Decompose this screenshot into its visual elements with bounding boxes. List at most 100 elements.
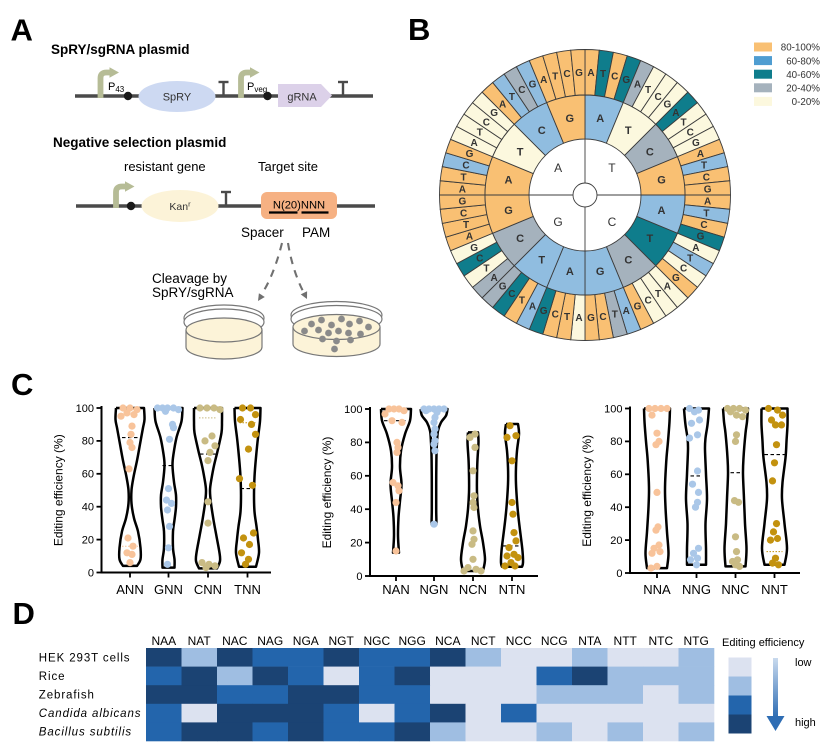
svg-text:GNN: GNN bbox=[154, 582, 183, 597]
svg-text:T: T bbox=[681, 117, 687, 128]
svg-text:G: G bbox=[692, 138, 700, 149]
svg-text:80-100%: 80-100% bbox=[781, 43, 821, 54]
svg-text:A: A bbox=[566, 266, 574, 278]
svg-text:NAT: NAT bbox=[188, 634, 212, 648]
svg-text:A: A bbox=[596, 113, 604, 125]
svg-text:T: T bbox=[564, 312, 570, 323]
svg-text:G: G bbox=[704, 184, 712, 195]
svg-text:Zebrafish: Zebrafish bbox=[39, 690, 95, 702]
svg-text:G: G bbox=[657, 175, 666, 187]
svg-text:T: T bbox=[477, 127, 483, 138]
svg-text:NGC: NGC bbox=[363, 634, 390, 648]
svg-text:C: C bbox=[552, 309, 559, 320]
svg-text:C: C bbox=[476, 254, 483, 265]
svg-text:40: 40 bbox=[610, 502, 622, 514]
svg-text:A: A bbox=[672, 108, 679, 119]
svg-text:80: 80 bbox=[350, 437, 362, 449]
svg-text:NNG: NNG bbox=[682, 582, 711, 597]
svg-text:20: 20 bbox=[82, 534, 94, 546]
svg-text:C: C bbox=[646, 146, 654, 158]
svg-text:NTC: NTC bbox=[648, 634, 673, 648]
svg-text:A: A bbox=[490, 273, 497, 284]
svg-text:G: G bbox=[466, 149, 474, 160]
svg-text:G: G bbox=[596, 266, 605, 278]
svg-text:100: 100 bbox=[76, 403, 94, 415]
svg-text:G: G bbox=[504, 205, 513, 217]
svg-text:0: 0 bbox=[356, 571, 362, 583]
svg-text:B: B bbox=[408, 12, 430, 47]
svg-text:A: A bbox=[658, 205, 666, 217]
svg-text:100: 100 bbox=[604, 403, 622, 415]
svg-text:G: G bbox=[566, 113, 575, 125]
svg-text:A: A bbox=[505, 175, 513, 187]
svg-text:NAA: NAA bbox=[151, 634, 176, 648]
svg-text:C: C bbox=[687, 127, 694, 138]
svg-text:A: A bbox=[11, 13, 33, 48]
svg-text:G: G bbox=[499, 281, 507, 292]
svg-text:NGT: NGT bbox=[329, 634, 355, 648]
svg-text:C: C bbox=[654, 92, 661, 103]
svg-text:T: T bbox=[687, 254, 693, 265]
svg-text:40: 40 bbox=[82, 502, 94, 514]
svg-text:20: 20 bbox=[610, 535, 622, 547]
svg-text:NAC: NAC bbox=[222, 634, 248, 648]
svg-text:NNC: NNC bbox=[721, 582, 749, 597]
svg-text:A: A bbox=[529, 301, 536, 312]
svg-text:Editing efficiency: Editing efficiency bbox=[722, 637, 805, 649]
svg-text:C: C bbox=[680, 264, 687, 275]
svg-text:T: T bbox=[608, 161, 616, 175]
svg-text:Spacer: Spacer bbox=[241, 225, 284, 240]
svg-text:A: A bbox=[540, 75, 547, 86]
svg-text:0-20%: 0-20% bbox=[792, 97, 821, 108]
svg-text:Cleavage by: Cleavage by bbox=[152, 271, 227, 286]
svg-text:Candida albicans: Candida albicans bbox=[39, 708, 142, 720]
svg-text:Kanr: Kanr bbox=[169, 200, 191, 214]
svg-text:A: A bbox=[587, 68, 594, 79]
svg-text:C: C bbox=[518, 85, 525, 96]
svg-text:A: A bbox=[623, 306, 630, 317]
svg-text:T: T bbox=[538, 255, 545, 267]
svg-text:60: 60 bbox=[82, 469, 94, 481]
svg-text:80: 80 bbox=[610, 436, 622, 448]
svg-text:100: 100 bbox=[344, 404, 362, 416]
svg-text:NCC: NCC bbox=[506, 634, 532, 648]
svg-text:T: T bbox=[701, 161, 707, 172]
svg-text:SpRY/sgRNA plasmid: SpRY/sgRNA plasmid bbox=[51, 42, 190, 57]
svg-text:0: 0 bbox=[88, 567, 94, 579]
svg-text:C: C bbox=[462, 161, 469, 172]
svg-text:low: low bbox=[795, 657, 812, 669]
svg-text:T: T bbox=[463, 220, 469, 231]
svg-text:60: 60 bbox=[350, 471, 362, 483]
svg-text:G: G bbox=[587, 313, 595, 324]
svg-text:NTG: NTG bbox=[684, 634, 709, 648]
svg-text:Rice: Rice bbox=[39, 671, 66, 683]
svg-text:20: 20 bbox=[350, 537, 362, 549]
svg-text:C: C bbox=[460, 208, 467, 219]
svg-text:NNA: NNA bbox=[643, 582, 671, 597]
svg-text:G: G bbox=[664, 100, 672, 111]
svg-text:Target site: Target site bbox=[258, 159, 318, 174]
svg-text:PAM: PAM bbox=[302, 225, 330, 240]
svg-text:NCA: NCA bbox=[435, 634, 460, 648]
svg-text:40-60%: 40-60% bbox=[786, 70, 820, 81]
svg-text:NNT: NNT bbox=[761, 582, 788, 597]
svg-text:C: C bbox=[624, 255, 632, 267]
svg-text:NTA: NTA bbox=[578, 634, 601, 648]
svg-text:Pveg: Pveg bbox=[247, 81, 267, 94]
svg-text:T: T bbox=[655, 289, 661, 300]
svg-text:A: A bbox=[692, 243, 699, 254]
svg-text:T: T bbox=[552, 71, 558, 82]
svg-text:NGG: NGG bbox=[399, 634, 426, 648]
svg-text:80: 80 bbox=[82, 436, 94, 448]
svg-text:T: T bbox=[647, 233, 654, 245]
svg-text:T: T bbox=[703, 208, 709, 219]
svg-text:A: A bbox=[704, 196, 711, 207]
svg-text:A: A bbox=[459, 184, 466, 195]
svg-text:NGN: NGN bbox=[420, 582, 449, 597]
svg-text:G: G bbox=[490, 108, 498, 119]
svg-text:T: T bbox=[600, 69, 606, 80]
svg-text:60-80%: 60-80% bbox=[786, 56, 820, 67]
svg-text:T: T bbox=[645, 85, 651, 96]
svg-text:A: A bbox=[697, 149, 704, 160]
svg-text:C: C bbox=[516, 233, 524, 245]
